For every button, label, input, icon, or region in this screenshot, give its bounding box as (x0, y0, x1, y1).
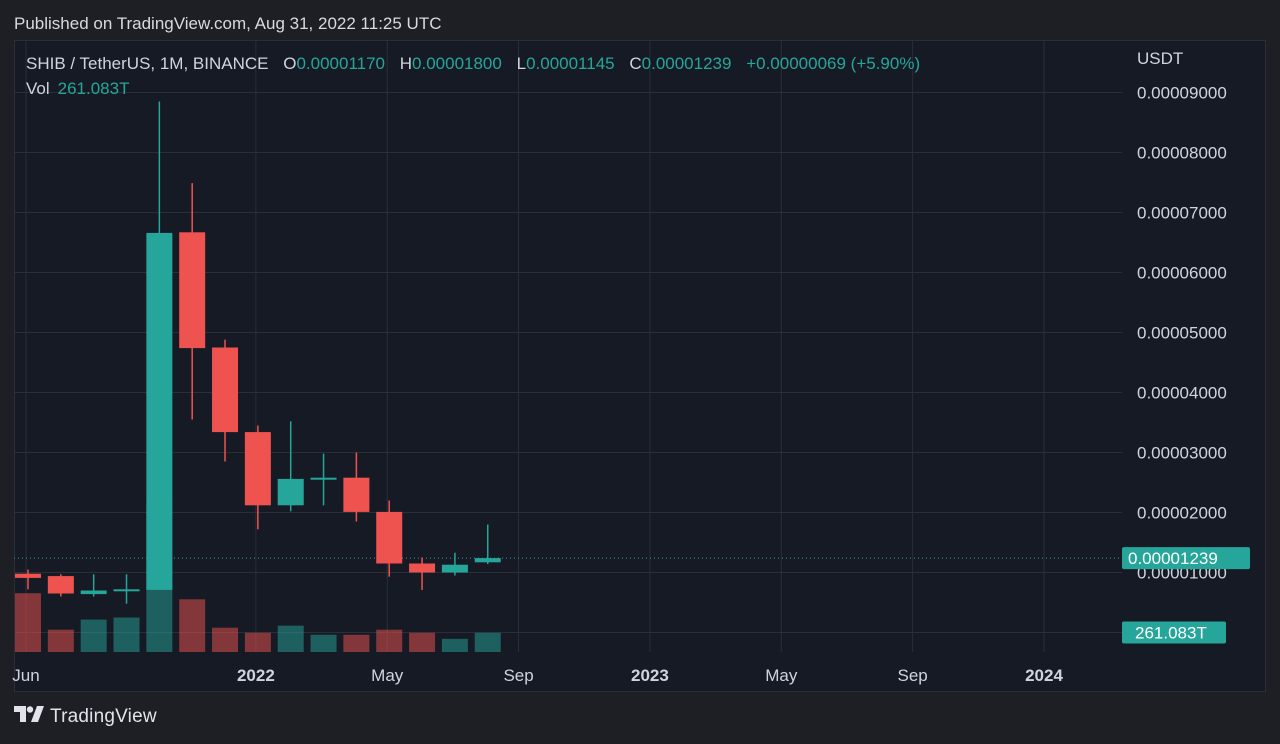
x-tick-label: May (765, 666, 798, 685)
y-tick-label: 0.00008000 (1137, 144, 1227, 163)
legend-symbol: SHIB / TetherUS, 1M, BINANCE (26, 54, 269, 73)
y-tick-label: 0.00009000 (1137, 84, 1227, 103)
legend-change: +0.00000069 (+5.90%) (746, 54, 921, 73)
candle-body (277, 478, 304, 506)
volume-bar (277, 625, 304, 652)
candle-body (15, 573, 41, 578)
volume-bar (15, 593, 41, 652)
x-tick-label: Sep (503, 666, 533, 685)
x-tick-label: Jun (12, 666, 39, 685)
last-price-badge (1122, 547, 1250, 570)
y-tick-label: 0.00005000 (1137, 324, 1227, 343)
published-caption: Published on TradingView.com, Aug 31, 20… (14, 14, 442, 33)
volume-bar (244, 632, 271, 652)
y-tick-label: 0.00002000 (1137, 504, 1227, 523)
volume-label: Vol (26, 79, 50, 98)
y-tick-label: 0.00004000 (1137, 384, 1227, 403)
candle-body (474, 558, 501, 563)
volume-bar (113, 617, 140, 652)
legend-low-value: 0.00001145 (526, 54, 615, 73)
legend-high-value: 0.00001800 (412, 54, 502, 73)
y-tick-label: 0.00007000 (1137, 204, 1227, 223)
volume-bar (80, 619, 107, 652)
legend-low-label: L (516, 54, 527, 73)
tradingview-logo-text: TradingView (50, 706, 157, 727)
x-tick-label: 2022 (237, 666, 275, 685)
last-price-value: 0.00001239 (1128, 549, 1218, 568)
legend-open-value: 0.00001170 (296, 54, 386, 73)
y-tick-label: 0.00003000 (1137, 444, 1227, 463)
tradingview-logo-icon (14, 706, 44, 728)
x-tick-label: 2024 (1025, 666, 1063, 685)
volume-bar (212, 627, 239, 652)
candle-body (146, 232, 173, 590)
candle-body (212, 347, 239, 433)
x-tick-label: 2023 (631, 666, 669, 685)
legend-high-label: H (399, 54, 413, 73)
ohlc-legend: SHIB / TetherUS, 1M, BINANCE O0.00001170… (26, 54, 920, 74)
volume-bar (47, 629, 74, 652)
volume-bar (343, 634, 370, 652)
candle-body (113, 589, 140, 592)
volume-bar (310, 634, 337, 652)
legend-close-label: C (629, 54, 642, 73)
volume-bar (376, 629, 403, 652)
last-volume-badge (1122, 621, 1226, 644)
candle-body (376, 511, 403, 564)
legend-open-label: O (283, 54, 297, 73)
candle-body (244, 432, 271, 506)
candle-body (310, 477, 337, 480)
candle-layer (15, 101, 501, 604)
candle-body (47, 576, 74, 594)
volume-value: 261.083T (57, 79, 130, 98)
axis-layer: 0.00009000 0.00008000 0.00007000 0.00006000… (12, 49, 1250, 685)
candle-body (80, 590, 107, 595)
tradingview-logo[interactable]: TradingView (14, 706, 157, 728)
legend-close-value: 0.00001239 (641, 54, 732, 73)
candle-body (179, 232, 206, 349)
candle-body (409, 563, 436, 573)
volume-bar (179, 599, 206, 652)
x-tick-label: May (371, 666, 404, 685)
volume-bar (474, 632, 501, 652)
y-tick-label: 0.00006000 (1137, 264, 1227, 283)
x-tick-label: Sep (898, 666, 928, 685)
candle-body (441, 564, 468, 573)
volume-bar (441, 638, 468, 652)
volume-bar (409, 632, 436, 652)
candle-body (343, 477, 370, 512)
price-unit-label: USDT (1137, 49, 1183, 68)
last-volume-value: 261.083T (1135, 624, 1207, 643)
volume-legend: Vol 261.083T (26, 79, 129, 99)
